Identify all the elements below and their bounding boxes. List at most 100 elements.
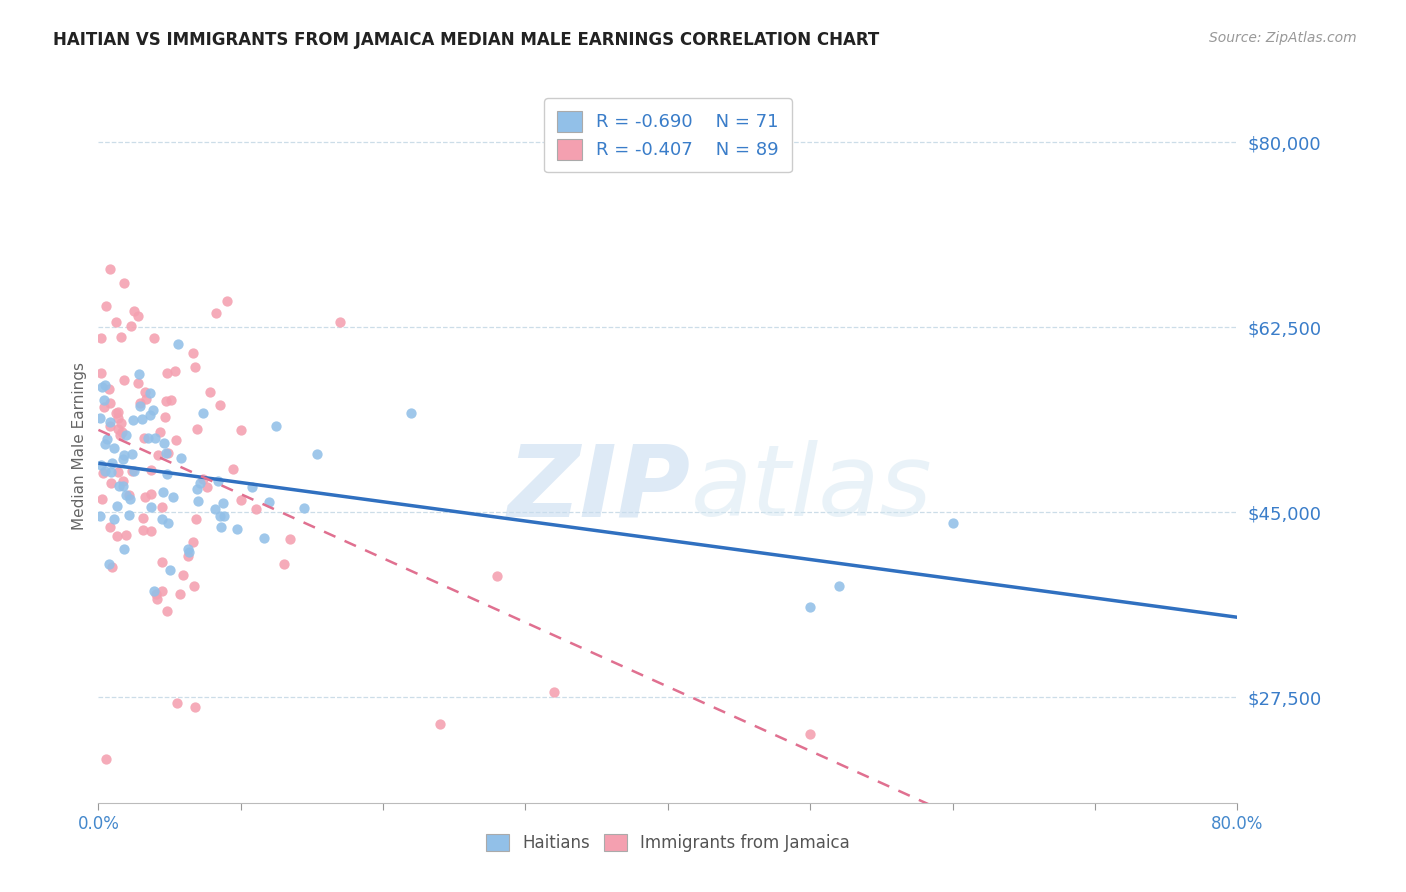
Point [103, 511, 125, 525]
Point [157, 516, 180, 530]
Point [176, 549, 198, 563]
Point [91, 466, 114, 480]
Point [103, 442, 125, 456]
Point [98, 396, 121, 410]
Point [98, 520, 121, 534]
Point [143, 431, 166, 445]
Point [118, 492, 141, 507]
Point [187, 494, 209, 508]
Point [183, 579, 205, 593]
Point [253, 531, 276, 545]
Point [169, 586, 191, 600]
Point [204, 306, 226, 320]
Point [181, 346, 204, 360]
Point [112, 276, 135, 290]
Point [150, 511, 173, 525]
Point [163, 364, 186, 378]
Point [111, 474, 134, 488]
Point [209, 520, 232, 534]
Point [120, 318, 142, 333]
Point [273, 558, 295, 572]
Text: atlas: atlas [690, 441, 932, 537]
Point [98, 261, 121, 276]
Point [118, 508, 141, 523]
Point [176, 541, 198, 556]
Point [212, 509, 235, 524]
Point [131, 511, 153, 525]
Point [264, 418, 287, 433]
Point [98, 382, 121, 396]
Point [89, 411, 111, 425]
Point [150, 555, 173, 569]
Point [229, 493, 252, 508]
Point [139, 487, 162, 501]
Point [165, 434, 187, 448]
Point [143, 583, 166, 598]
Point [799, 600, 821, 615]
Point [155, 394, 177, 409]
Point [128, 367, 150, 381]
Point [186, 422, 208, 436]
Point [129, 395, 152, 409]
Point [138, 386, 160, 401]
Point [156, 366, 179, 380]
Point [94, 378, 117, 392]
Point [156, 467, 179, 481]
Point [204, 502, 226, 516]
Point [145, 587, 167, 601]
Point [98, 418, 121, 433]
Text: ZIP: ZIP [508, 441, 690, 537]
Point [107, 405, 129, 419]
Point [104, 406, 127, 420]
Y-axis label: Median Male Earnings: Median Male Earnings [72, 362, 87, 530]
Point [104, 315, 127, 329]
Point [329, 315, 352, 329]
Point [292, 501, 315, 516]
Point [105, 500, 128, 514]
Point [186, 511, 208, 525]
Point [166, 696, 188, 710]
Point [799, 727, 821, 741]
Point [153, 409, 176, 424]
Point [114, 488, 136, 502]
Point [305, 447, 328, 461]
Point [150, 583, 173, 598]
Point [89, 508, 111, 523]
Point [181, 534, 204, 549]
Point [170, 451, 193, 466]
Point [215, 293, 238, 308]
Point [139, 500, 162, 514]
Point [429, 716, 451, 731]
Point [94, 752, 117, 766]
Point [105, 529, 128, 543]
Point [167, 337, 190, 351]
Point [100, 456, 122, 470]
Point [245, 502, 267, 516]
Point [222, 461, 245, 475]
Point [94, 437, 117, 451]
Point [172, 567, 194, 582]
Point [278, 533, 301, 547]
Point [107, 410, 129, 425]
Point [127, 310, 149, 324]
Point [107, 465, 129, 479]
Point [108, 428, 131, 442]
Point [90, 458, 112, 472]
Point [94, 464, 117, 478]
Point [129, 399, 152, 413]
Text: HAITIAN VS IMMIGRANTS FROM JAMAICA MEDIAN MALE EARNINGS CORRELATION CHART: HAITIAN VS IMMIGRANTS FROM JAMAICA MEDIA… [53, 31, 880, 49]
Point [127, 376, 149, 391]
Point [399, 406, 422, 420]
Point [150, 500, 173, 514]
Point [942, 516, 965, 530]
Point [146, 591, 169, 606]
Point [184, 700, 207, 714]
Point [207, 475, 229, 489]
Point [153, 436, 176, 450]
Point [257, 495, 280, 509]
Point [132, 523, 155, 537]
Point [136, 431, 159, 445]
Point [96, 432, 118, 446]
Point [111, 425, 134, 439]
Point [93, 393, 115, 408]
